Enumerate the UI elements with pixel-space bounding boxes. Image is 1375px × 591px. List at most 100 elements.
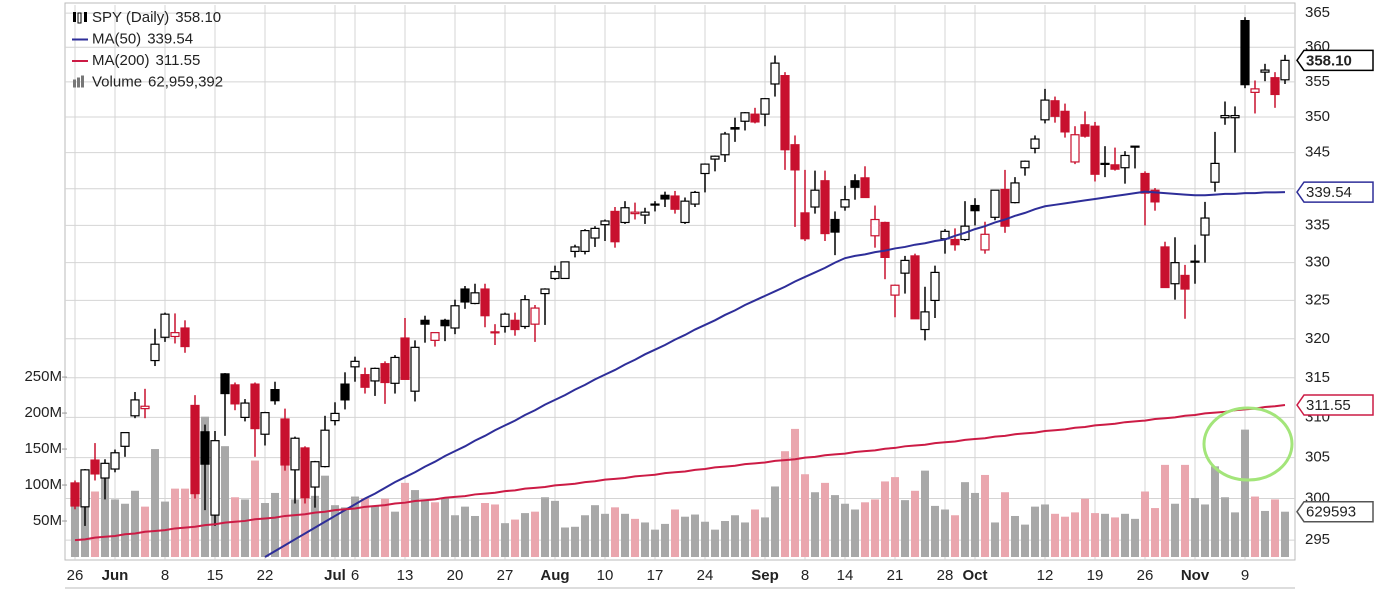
candle-body [330, 412, 340, 422]
volume-bar [281, 462, 289, 557]
volume-bar [731, 515, 739, 557]
candle-body [560, 261, 570, 280]
volume-bar [1151, 508, 1159, 557]
candle-body [540, 288, 550, 295]
value-box [1296, 394, 1374, 416]
volume-bar [901, 500, 909, 557]
candle-body [380, 363, 390, 384]
volume-bar [1261, 510, 1269, 557]
volume-bar [521, 513, 529, 557]
candle-body [160, 313, 170, 338]
volume-bar [1131, 518, 1139, 557]
volume-bar [991, 522, 999, 557]
candle-body [170, 332, 180, 338]
candle-body [220, 373, 230, 395]
volume-bar [801, 474, 809, 557]
candle-body [700, 163, 710, 175]
volume-bar [181, 488, 189, 557]
volume-bar [1211, 466, 1219, 557]
legend-name: MA(200) [92, 52, 150, 69]
y-tick-label: 350 [1305, 108, 1330, 125]
legend-entry: Volume 62,959,392 [92, 73, 223, 90]
volume-bar [441, 497, 449, 557]
volume-bar [551, 500, 559, 557]
candle-body [90, 459, 100, 475]
volume-bar [1141, 491, 1149, 557]
volume-bar [691, 514, 699, 557]
volume-bar [121, 503, 129, 557]
volume-bar [361, 497, 369, 557]
volume-bar [491, 504, 499, 557]
candle-body [550, 271, 560, 280]
volume-bar [481, 503, 489, 557]
volume-bar [721, 521, 729, 557]
volume-bar [821, 482, 829, 557]
labels: 2953003053103153203253303353403453503553… [24, 4, 1374, 584]
volume-bar [471, 515, 479, 557]
candle-body [450, 305, 460, 329]
candle-body [260, 412, 270, 435]
legend-value: 311.55 [156, 52, 201, 69]
volume-bar [931, 505, 939, 557]
candle-body [290, 437, 300, 471]
volume-bar [1111, 517, 1119, 557]
value-box-label: 311.55 [1306, 397, 1351, 414]
candle-body [430, 332, 440, 341]
volume-bar [881, 481, 889, 557]
candle-body [660, 194, 670, 200]
volume-bar [1091, 513, 1099, 557]
candle-body [1050, 100, 1060, 117]
volume-bar [921, 470, 929, 557]
volume-bar [961, 482, 969, 557]
volume-bar [371, 505, 379, 557]
candle-body [1060, 110, 1070, 133]
candle-body [860, 177, 870, 199]
candle-body [320, 429, 330, 468]
candle-body [970, 204, 980, 212]
candle-body [980, 233, 990, 251]
candle-body [250, 383, 260, 430]
moving-average-line [74, 404, 1286, 542]
x-tick-label: Jul [324, 567, 346, 584]
candle-body [910, 255, 920, 320]
candle-body [900, 259, 910, 274]
grid [65, 5, 1295, 560]
volume-bar [381, 498, 389, 557]
volume-bar [1281, 511, 1289, 557]
volume-bar [861, 502, 869, 557]
legend-icon [73, 79, 76, 88]
candle-body [990, 189, 1000, 218]
candle-body [1040, 99, 1050, 121]
x-tick-label: 13 [397, 567, 414, 584]
y2-tick-label: 250M [24, 368, 62, 385]
candle-body [400, 337, 410, 380]
volume-bar [271, 492, 279, 557]
candle-body [720, 133, 730, 156]
y2-tick-label: 100M [24, 476, 62, 493]
candle-body [510, 319, 520, 331]
y-tick-label: 355 [1305, 73, 1330, 90]
volume-bar [811, 492, 819, 557]
candle-body [340, 383, 350, 401]
volume-bar [781, 451, 789, 557]
candle-body [680, 200, 690, 224]
candle-body [820, 180, 830, 235]
legend-value: 358.10 [175, 9, 221, 26]
candle-body [640, 211, 650, 216]
legend-icon [77, 77, 80, 88]
candle-body [1130, 145, 1140, 148]
x-tick-label: Jun [102, 567, 129, 584]
candle-body [730, 127, 740, 130]
volume-bar [1201, 504, 1209, 557]
candle-body [350, 360, 360, 368]
volume-bar [891, 477, 899, 557]
y2-tick-label: 150M [24, 440, 62, 457]
candle-body [880, 221, 890, 258]
volume-bar [421, 499, 429, 557]
volume-bar [1031, 506, 1039, 557]
legend-name: SPY (Daily) [92, 9, 169, 26]
x-tick-label: 14 [837, 567, 854, 584]
value-box [1296, 49, 1374, 72]
volume-bar [701, 521, 709, 557]
y-tick-label: 295 [1305, 531, 1330, 548]
